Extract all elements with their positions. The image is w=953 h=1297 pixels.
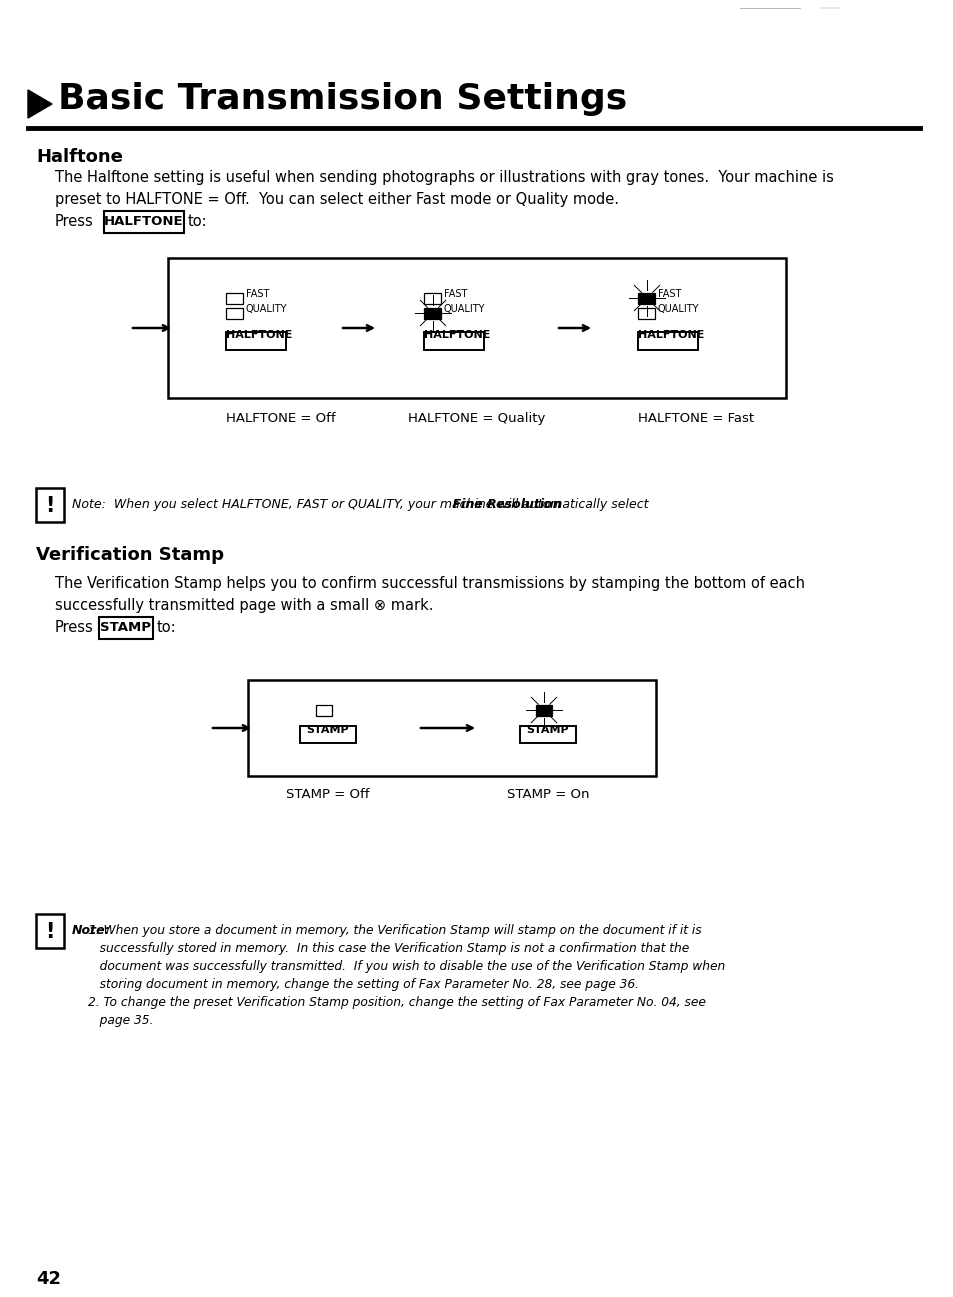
- Text: STAMP: STAMP: [100, 621, 152, 634]
- Bar: [423, 332, 483, 350]
- Bar: [226, 293, 243, 303]
- Bar: [423, 293, 440, 303]
- Text: storing document in memory, change the setting of Fax Parameter No. 28, see page: storing document in memory, change the s…: [88, 978, 639, 991]
- Text: STAMP = On: STAMP = On: [506, 789, 589, 802]
- Bar: [248, 680, 656, 776]
- Text: HALFTONE = Fast: HALFTONE = Fast: [638, 412, 753, 425]
- Bar: [638, 332, 698, 350]
- Text: Fine Resolution: Fine Resolution: [71, 498, 561, 511]
- Text: Verification Stamp: Verification Stamp: [36, 546, 224, 564]
- Text: document was successfully transmitted.  If you wish to disable the use of the Ve: document was successfully transmitted. I…: [88, 960, 724, 973]
- Text: 42: 42: [36, 1270, 61, 1288]
- Bar: [423, 307, 440, 319]
- Text: Note:: Note:: [71, 923, 111, 936]
- Text: Basic Transmission Settings: Basic Transmission Settings: [58, 82, 626, 115]
- Text: FAST: FAST: [246, 289, 269, 300]
- Bar: [36, 914, 64, 948]
- Text: STAMP: STAMP: [526, 725, 569, 735]
- FancyBboxPatch shape: [104, 211, 184, 233]
- Bar: [168, 258, 785, 398]
- Text: successfully stored in memory.  In this case the Verification Stamp is not a con: successfully stored in memory. In this c…: [88, 942, 688, 955]
- Text: QUALITY: QUALITY: [246, 303, 287, 314]
- Text: 1. When you store a document in memory, the Verification Stamp will stamp on the: 1. When you store a document in memory, …: [88, 923, 700, 936]
- Text: Halftone: Halftone: [36, 148, 123, 166]
- Bar: [36, 488, 64, 521]
- Bar: [519, 726, 576, 743]
- Text: page 35.: page 35.: [88, 1014, 153, 1027]
- Text: HALFTONE: HALFTONE: [104, 215, 184, 228]
- Bar: [536, 706, 552, 716]
- Text: HALFTONE: HALFTONE: [226, 329, 292, 340]
- Text: FAST: FAST: [443, 289, 467, 300]
- Text: to:: to:: [188, 214, 208, 230]
- Text: successfully transmitted page with a small ⊗ mark.: successfully transmitted page with a sma…: [55, 598, 433, 613]
- Text: STAMP: STAMP: [306, 725, 349, 735]
- Text: Press: Press: [55, 214, 93, 230]
- Bar: [299, 726, 355, 743]
- Text: FAST: FAST: [658, 289, 680, 300]
- Text: to:: to:: [157, 620, 176, 636]
- Text: !: !: [45, 922, 54, 942]
- Text: HALFTONE: HALFTONE: [423, 329, 490, 340]
- Text: Press: Press: [55, 620, 93, 636]
- Text: preset to HALFTONE = Off.  You can select either Fast mode or Quality mode.: preset to HALFTONE = Off. You can select…: [55, 192, 618, 208]
- Text: HALFTONE = Quality: HALFTONE = Quality: [408, 412, 545, 425]
- Text: QUALITY: QUALITY: [443, 303, 485, 314]
- Bar: [226, 332, 286, 350]
- Text: Note:  When you select HALFTONE, FAST or QUALITY, your machine will automaticall: Note: When you select HALFTONE, FAST or …: [71, 498, 652, 511]
- Polygon shape: [28, 89, 52, 118]
- Text: !: !: [45, 495, 54, 516]
- Text: 2. To change the preset Verification Stamp position, change the setting of Fax P: 2. To change the preset Verification Sta…: [88, 996, 705, 1009]
- Bar: [638, 307, 655, 319]
- Bar: [638, 293, 655, 303]
- Bar: [226, 307, 243, 319]
- Bar: [315, 706, 332, 716]
- Text: The Halftone setting is useful when sending photographs or illustrations with gr: The Halftone setting is useful when send…: [55, 170, 833, 185]
- FancyBboxPatch shape: [99, 617, 152, 639]
- Text: QUALITY: QUALITY: [658, 303, 699, 314]
- Text: STAMP = Off: STAMP = Off: [286, 789, 370, 802]
- Text: The Verification Stamp helps you to confirm successful transmissions by stamping: The Verification Stamp helps you to conf…: [55, 576, 804, 591]
- Text: HALFTONE: HALFTONE: [638, 329, 703, 340]
- Text: HALFTONE = Off: HALFTONE = Off: [226, 412, 335, 425]
